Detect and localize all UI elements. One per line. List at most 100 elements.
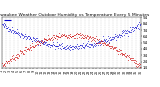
- Point: [41, 41, 44, 42]
- Point: [112, 47, 114, 49]
- Point: [129, 27, 132, 28]
- Point: [95, 42, 98, 44]
- Point: [117, 48, 120, 50]
- Point: [11, 58, 14, 59]
- Point: [103, 39, 106, 41]
- Point: [103, 42, 105, 43]
- Point: [10, 27, 13, 28]
- Point: [49, 46, 52, 48]
- Point: [80, 44, 82, 46]
- Point: [75, 46, 78, 47]
- Point: [99, 40, 101, 42]
- Point: [52, 37, 55, 38]
- Point: [28, 50, 30, 51]
- Point: [66, 37, 68, 39]
- Point: [65, 34, 67, 36]
- Point: [17, 53, 19, 54]
- Point: [110, 39, 113, 41]
- Point: [91, 45, 94, 47]
- Point: [76, 45, 79, 47]
- Point: [44, 42, 46, 43]
- Point: [88, 46, 91, 48]
- Point: [118, 51, 120, 52]
- Point: [127, 59, 130, 61]
- Point: [5, 60, 7, 62]
- Point: [50, 40, 53, 41]
- Point: [90, 43, 92, 44]
- Point: [101, 42, 104, 44]
- Point: [7, 27, 9, 28]
- Point: [13, 32, 16, 34]
- Point: [129, 58, 132, 59]
- Point: [34, 46, 37, 47]
- Point: [57, 47, 60, 49]
- Point: [132, 28, 135, 29]
- Point: [22, 36, 25, 37]
- Point: [3, 63, 6, 64]
- Point: [86, 43, 89, 44]
- Point: [119, 50, 122, 51]
- Point: [138, 28, 141, 29]
- Point: [6, 28, 9, 29]
- Point: [109, 46, 112, 47]
- Point: [111, 39, 113, 40]
- Point: [60, 44, 62, 45]
- Point: [19, 50, 21, 52]
- Point: [131, 59, 133, 60]
- Point: [58, 37, 60, 38]
- Point: [84, 34, 87, 36]
- Point: [6, 62, 8, 64]
- Point: [128, 55, 131, 56]
- Point: [90, 40, 93, 41]
- Point: [37, 43, 40, 44]
- Point: [81, 44, 83, 46]
- Point: [113, 38, 116, 39]
- Point: [39, 44, 41, 46]
- Point: [26, 48, 29, 49]
- Point: [76, 47, 78, 49]
- Point: [27, 48, 30, 49]
- Point: [131, 30, 134, 32]
- Point: [48, 39, 51, 40]
- Point: [18, 34, 20, 36]
- Point: [112, 48, 115, 49]
- Point: [68, 46, 71, 47]
- Point: [117, 53, 120, 54]
- Point: [47, 39, 49, 40]
- Point: [79, 32, 81, 33]
- Point: [119, 53, 121, 54]
- Point: [127, 35, 130, 37]
- Point: [32, 46, 35, 48]
- Point: [88, 36, 91, 38]
- Point: [36, 40, 38, 41]
- Point: [65, 36, 68, 38]
- Point: [36, 43, 38, 44]
- Point: [27, 35, 30, 37]
- Point: [121, 55, 123, 56]
- Point: [7, 60, 9, 61]
- Point: [62, 47, 64, 48]
- Point: [30, 47, 32, 48]
- Point: [29, 36, 32, 37]
- Point: [133, 59, 135, 61]
- Point: [87, 39, 89, 40]
- Point: [116, 34, 118, 35]
- Point: [74, 35, 77, 36]
- Point: [16, 57, 19, 58]
- Point: [100, 40, 102, 41]
- Point: [51, 44, 54, 45]
- Title: Milwaukee Weather Outdoor Humidity vs Temperature Every 5 Minutes: Milwaukee Weather Outdoor Humidity vs Te…: [0, 13, 149, 17]
- Point: [1, 65, 4, 66]
- Point: [91, 44, 93, 45]
- Point: [37, 42, 40, 43]
- Point: [21, 50, 24, 52]
- Point: [56, 35, 59, 37]
- Point: [44, 39, 46, 40]
- Point: [64, 35, 66, 37]
- Point: [81, 43, 84, 44]
- Point: [35, 41, 37, 43]
- Point: [15, 32, 18, 34]
- Point: [60, 45, 63, 46]
- Point: [137, 23, 139, 24]
- Point: [86, 35, 89, 37]
